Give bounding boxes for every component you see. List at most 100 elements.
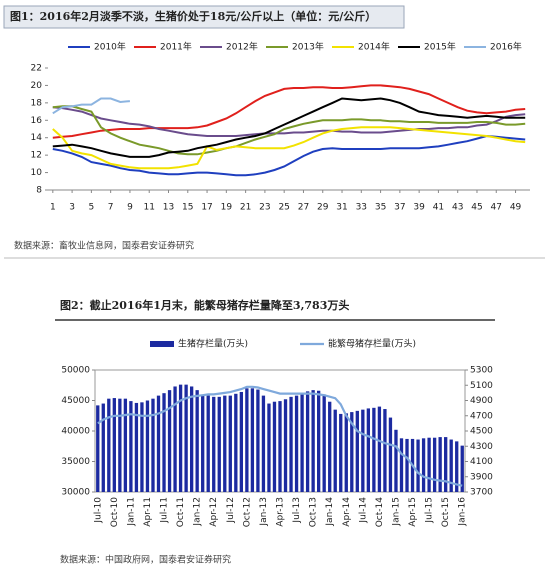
x-tick-label: 31 — [336, 203, 347, 213]
legend-label: 2011年 — [160, 41, 192, 53]
legend-label: 能繁母猪存栏量(万头) — [328, 338, 416, 350]
bar — [438, 437, 442, 492]
bar — [112, 398, 116, 492]
bar — [123, 398, 128, 492]
series-line — [52, 105, 526, 156]
bar — [223, 395, 227, 492]
x-tick-label: 41 — [433, 203, 444, 213]
y-tick-label: 40000 — [61, 427, 90, 437]
bar — [333, 409, 337, 492]
bar — [399, 438, 404, 492]
bar — [344, 413, 348, 492]
x-tick-label: 3 — [69, 203, 75, 213]
bar — [322, 394, 326, 492]
legend-label: 2016年 — [490, 41, 522, 53]
bar — [234, 393, 238, 492]
bar — [167, 390, 172, 492]
bar — [217, 396, 221, 492]
y2-tick-label: 4700 — [470, 411, 493, 421]
bar — [350, 412, 354, 492]
bar — [305, 391, 310, 492]
bar — [460, 445, 464, 492]
bar — [245, 388, 249, 492]
x-tick-label: 33 — [356, 203, 367, 213]
bar — [250, 388, 255, 492]
bar — [118, 398, 122, 492]
y2-tick-label: 4100 — [470, 457, 493, 467]
x-tick-label: 29 — [317, 203, 329, 213]
bar — [239, 391, 243, 492]
x-tick-label: 37 — [394, 203, 405, 213]
x-tick-label: Jul-10 — [93, 497, 103, 524]
bar — [173, 386, 177, 492]
bar — [156, 395, 161, 492]
y-tick-label: 50000 — [61, 366, 90, 376]
legend-label: 2014年 — [358, 41, 390, 53]
y-tick-label: 14 — [31, 133, 43, 143]
bar — [300, 393, 304, 492]
x-tick-label: Jan-15 — [391, 497, 401, 527]
series-line — [97, 385, 463, 487]
bar — [416, 439, 420, 492]
y2-tick-label: 4500 — [470, 427, 493, 437]
x-tick-label: Jan-12 — [193, 497, 203, 527]
x-tick-label: 5 — [89, 203, 95, 213]
title-box — [3, 5, 405, 29]
bar — [427, 437, 431, 492]
bar — [151, 398, 155, 492]
source: 数据来源：畜牧业信息网，国泰君安证券研究 — [14, 240, 194, 252]
y-tick-label: 12 — [31, 151, 42, 161]
bar — [212, 396, 216, 492]
bar — [278, 401, 282, 492]
bar — [256, 389, 260, 492]
x-tick-label: Jan-14 — [325, 497, 335, 527]
bar — [96, 405, 100, 492]
bar — [294, 395, 299, 492]
y-tick-label: 8 — [36, 186, 42, 196]
y-tick-label: 20 — [31, 81, 43, 91]
series-line — [52, 97, 526, 158]
x-tick-label: Jan-11 — [126, 497, 136, 527]
x-tick-label: 49 — [510, 203, 522, 213]
bar — [129, 401, 133, 492]
x-tick-label: 39 — [413, 203, 425, 213]
series-line — [52, 126, 526, 170]
bar — [261, 395, 266, 492]
y2-tick-label: 5300 — [470, 366, 493, 376]
x-tick-label: 43 — [452, 203, 463, 213]
bar — [372, 407, 376, 492]
bar — [405, 438, 409, 492]
bar — [107, 398, 111, 492]
x-tick-label: 7 — [108, 203, 114, 213]
x-tick-label: Apr-11 — [143, 497, 153, 527]
bar — [455, 441, 459, 492]
bar — [388, 417, 393, 492]
bar — [366, 408, 371, 492]
x-tick-label: Oct-13 — [309, 497, 319, 527]
bar — [383, 409, 387, 492]
bar — [421, 438, 426, 492]
bar — [201, 395, 205, 492]
legend-label: 2010年 — [94, 41, 126, 53]
x-tick-label: Jul-15 — [425, 497, 435, 524]
bar — [228, 395, 232, 492]
x-tick-label: 35 — [375, 203, 386, 213]
bar — [189, 386, 194, 492]
y-tick-label: 35000 — [61, 457, 90, 467]
legend-label: 2012年 — [226, 41, 258, 53]
x-tick-label: Jul-12 — [226, 497, 236, 524]
x-tick-label: 17 — [201, 203, 212, 213]
x-tick-label: 19 — [221, 203, 233, 213]
bar — [377, 406, 382, 492]
x-tick-label: Apr-13 — [276, 497, 286, 527]
x-tick-label: Oct-15 — [441, 497, 451, 527]
x-tick-label: 1 — [50, 203, 56, 213]
bar — [101, 403, 105, 492]
legend-label: 2015年 — [424, 41, 456, 53]
x-tick-label: 15 — [182, 203, 193, 213]
y-tick-label: 16 — [31, 116, 43, 126]
y-tick-label: 30000 — [61, 488, 90, 498]
y2-tick-label: 5100 — [470, 381, 493, 391]
